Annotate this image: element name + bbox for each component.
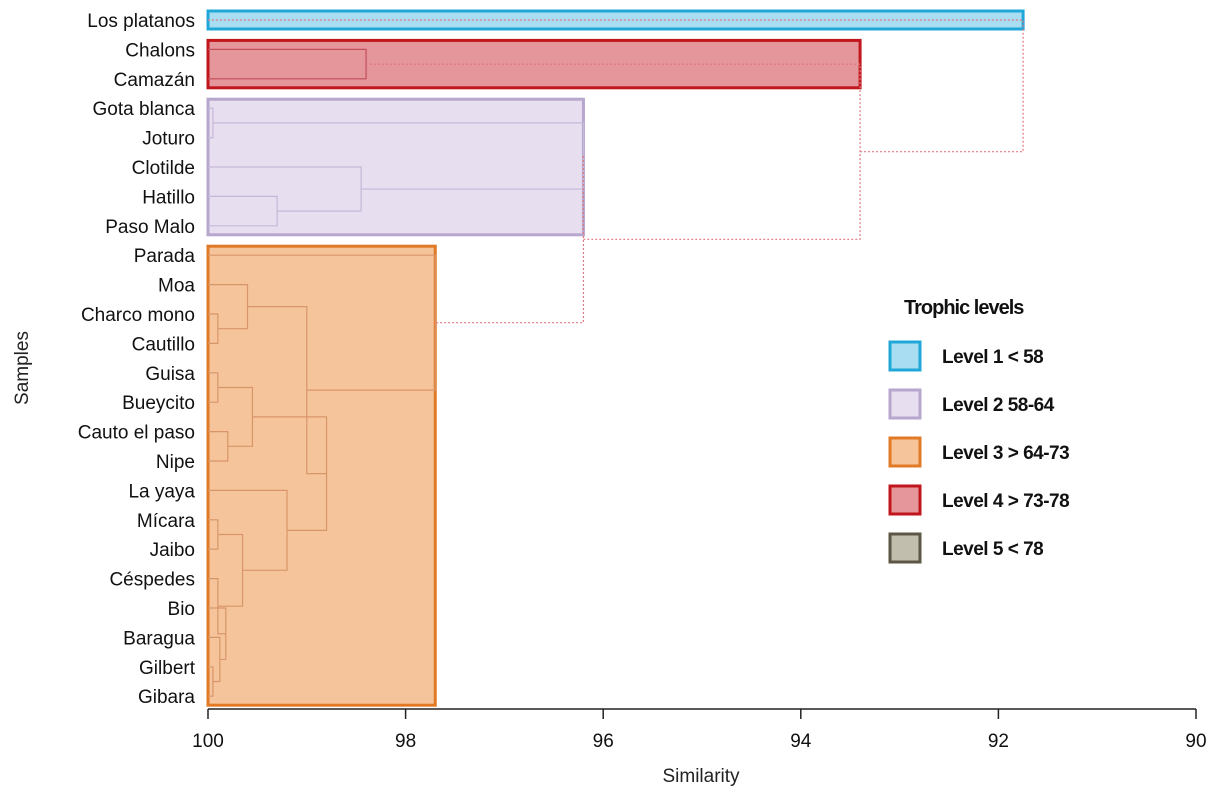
legend-swatch (888, 436, 922, 468)
sample-label: Los platanos (87, 11, 195, 32)
sample-label: Chalons (125, 40, 195, 61)
x-tick-label: 90 (1185, 731, 1206, 752)
dendrogram-link-22 (208, 19, 1024, 153)
sample-label: Gibara (138, 687, 195, 708)
y-axis-title: Samples (12, 331, 33, 405)
sample-label: Hatillo (142, 187, 195, 208)
x-tick-label: 100 (192, 731, 224, 752)
sample-label: Baragua (123, 628, 195, 649)
sample-label: La yaya (128, 481, 195, 502)
sample-labels: Los platanos Chalons Camazán Gota blanca Jot… (78, 11, 196, 708)
sample-label: Parada (134, 246, 196, 267)
legend-label: Level 3 > 64-73 (942, 443, 1069, 464)
sample-label: Cautillo (132, 334, 195, 355)
dendrogram-links (208, 19, 1024, 697)
sample-label: Gilbert (139, 658, 196, 679)
sample-label: Cauto el paso (78, 423, 195, 444)
dendrogram-link-14 (208, 254, 436, 391)
sample-label: Bio (168, 599, 195, 620)
sample-label: Paso Malo (105, 217, 195, 238)
x-tick-label: 94 (790, 731, 812, 752)
sample-label: Jaibo (150, 540, 195, 561)
sample-label: Guisa (145, 364, 195, 385)
legend-swatch (888, 484, 922, 516)
legend: Trophic levels Level 1 < 58 Level 2 58-64… (888, 297, 1070, 564)
dendrogram-link-19 (435, 155, 585, 324)
legend-label: Level 1 < 58 (942, 347, 1043, 368)
sample-label: Camazán (114, 70, 195, 91)
legend-label: Level 5 < 78 (942, 539, 1043, 560)
x-tick-label: 98 (395, 731, 416, 752)
legend-swatch (888, 340, 922, 372)
x-axis-title: Similarity (662, 766, 740, 787)
sample-label: Céspedes (109, 570, 195, 591)
x-tick-label: 96 (593, 731, 614, 752)
legend-swatch (888, 388, 922, 420)
sample-label: Mícara (137, 511, 196, 532)
sample-label: Joturo (142, 129, 195, 150)
x-tick-label: 92 (988, 731, 1009, 752)
x-axis: 100 98 96 94 92 90 (192, 708, 1207, 752)
sample-label: Gota blanca (93, 99, 196, 120)
sample-label: Nipe (156, 452, 195, 473)
sample-label: Moa (158, 276, 195, 297)
legend-label: Level 2 58-64 (942, 395, 1055, 416)
sample-label: Clotilde (132, 158, 195, 179)
sample-label: Bueycito (122, 393, 195, 414)
cluster-box-level-3 (206, 244, 437, 707)
legend-title: Trophic levels (904, 297, 1024, 319)
legend-label: Level 4 > 73-78 (942, 491, 1069, 512)
sample-label: Charco mono (81, 305, 195, 326)
legend-swatch (888, 532, 922, 564)
